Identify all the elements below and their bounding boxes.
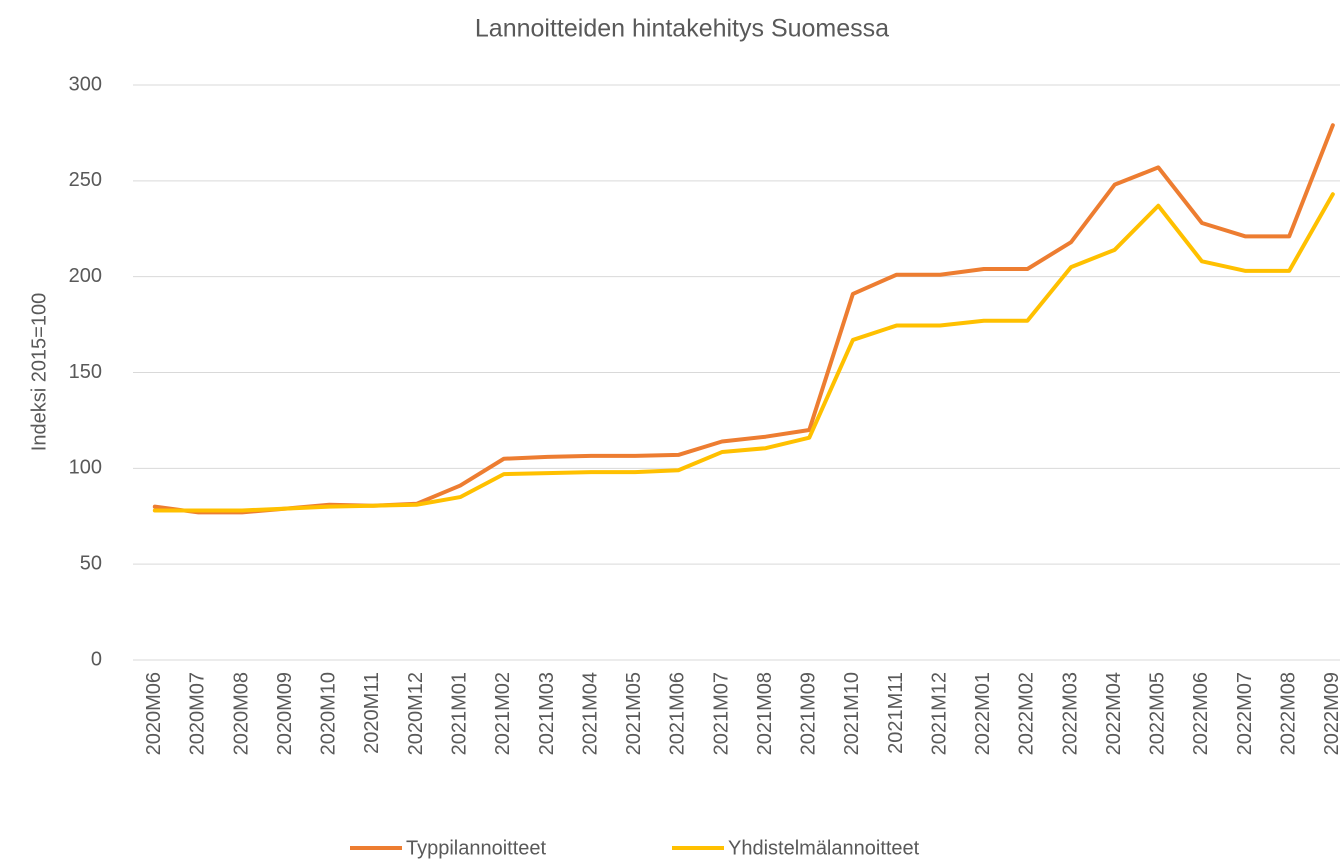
y-tick-label: 200 xyxy=(69,265,102,287)
series-line xyxy=(152,123,1335,515)
x-tick-label: 2022M03 xyxy=(1059,672,1081,755)
x-tick-label: 2021M02 xyxy=(492,672,514,755)
legend-label: Yhdistelmälannoitteet xyxy=(728,837,920,859)
series-line xyxy=(152,192,1335,513)
x-tick-label: 2021M04 xyxy=(579,672,601,755)
x-tick-label: 2022M09 xyxy=(1321,672,1340,755)
x-tick-label: 2020M11 xyxy=(361,672,383,754)
x-tick-label: 2022M04 xyxy=(1103,672,1125,755)
x-tick-label: 2021M08 xyxy=(754,672,776,755)
x-tick-label: 2021M05 xyxy=(623,672,645,755)
x-tick-label: 2021M09 xyxy=(798,672,820,755)
chart-title: Lannoitteiden hintakehitys Suomessa xyxy=(475,15,889,43)
x-tick-label: 2022M06 xyxy=(1190,672,1212,755)
x-tick-label: 2021M03 xyxy=(536,672,558,755)
y-tick-label: 50 xyxy=(80,552,102,574)
x-tick-label: 2021M06 xyxy=(667,672,689,755)
x-tick-label: 2022M01 xyxy=(972,672,994,755)
y-tick-label: 0 xyxy=(91,648,102,670)
x-tick-label: 2021M07 xyxy=(710,672,732,755)
x-tick-label: 2021M12 xyxy=(928,672,950,755)
x-tick-label: 2021M10 xyxy=(841,672,863,755)
y-tick-label: 300 xyxy=(69,73,102,95)
x-tick-label: 2020M10 xyxy=(318,672,340,755)
x-tick-label: 2022M05 xyxy=(1147,672,1169,755)
x-tick-label: 2021M01 xyxy=(449,672,471,755)
x-tick-label: 2020M12 xyxy=(405,672,427,755)
y-axis-label: Indeksi 2015=100 xyxy=(28,293,50,451)
x-tick-label: 2022M02 xyxy=(1016,672,1038,755)
x-tick-label: 2022M08 xyxy=(1277,672,1299,755)
y-tick-label: 100 xyxy=(69,457,102,479)
y-tick-label: 150 xyxy=(69,361,102,383)
x-tick-label: 2020M06 xyxy=(143,672,165,755)
x-tick-label: 2020M08 xyxy=(230,672,252,755)
x-tick-label: 2022M07 xyxy=(1234,672,1256,755)
legend-label: Typpilannoitteet xyxy=(406,837,547,859)
y-tick-label: 250 xyxy=(69,169,102,191)
x-tick-label: 2020M09 xyxy=(274,672,296,755)
x-tick-label: 2021M11 xyxy=(885,672,907,754)
x-tick-label: 2020M07 xyxy=(187,672,209,755)
